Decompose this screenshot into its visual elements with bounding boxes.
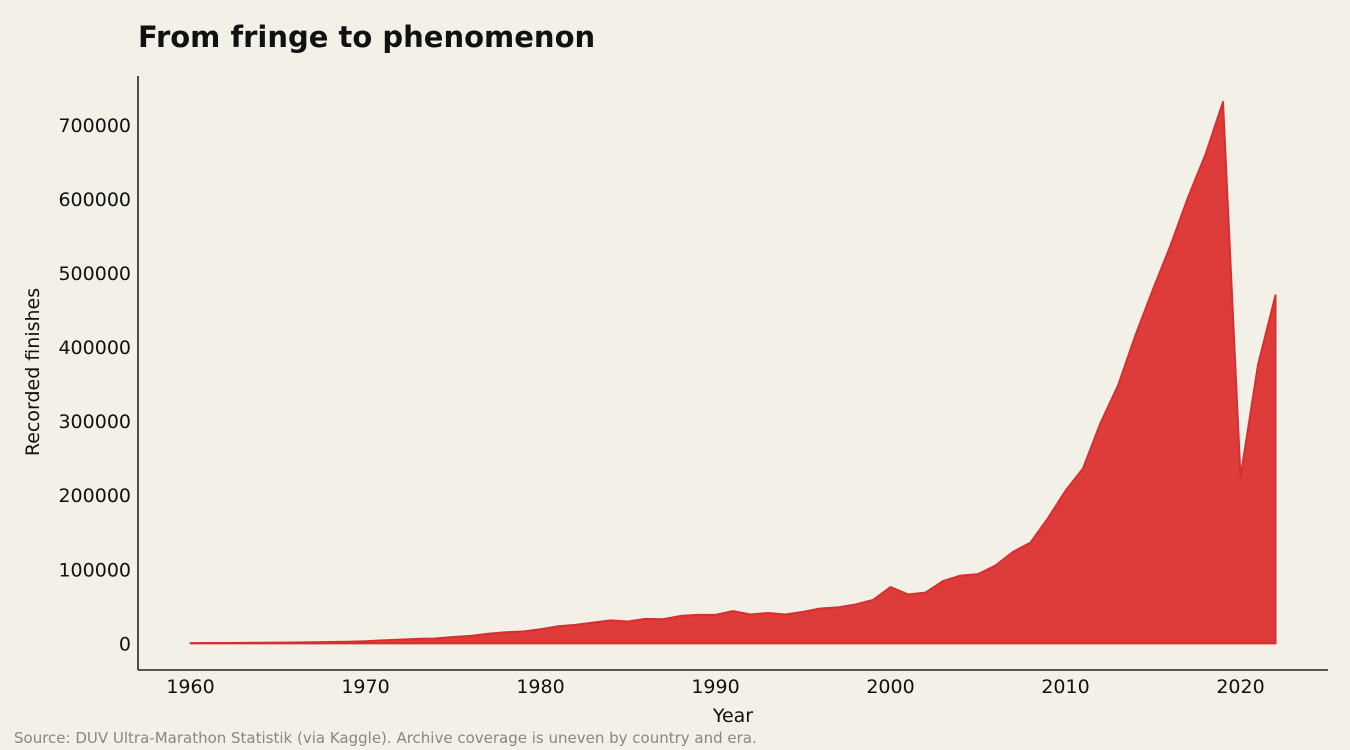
y-axis-title: Recorded finishes — [22, 288, 44, 456]
chart-title: From fringe to phenomenon — [138, 20, 595, 54]
y-tick-label: 500000 — [58, 263, 131, 285]
x-tick-label: 1980 — [516, 676, 564, 698]
y-ticks: 0 100000 200000 300000 400000 500000 600000 700… — [58, 115, 131, 655]
x-tick-label: 1960 — [166, 676, 214, 698]
x-tick-label: 2020 — [1216, 676, 1264, 698]
y-tick-label: 100000 — [58, 559, 131, 581]
y-tick-label: 200000 — [58, 485, 131, 507]
x-tick-label: 2010 — [1041, 676, 1089, 698]
x-tick-label: 1990 — [691, 676, 739, 698]
x-tick-label: 2000 — [866, 676, 914, 698]
y-tick-label: 600000 — [58, 189, 131, 211]
axes-layer — [137, 76, 1328, 671]
y-tick-label: 0 — [119, 633, 131, 655]
plot-area: 1960 1970 1980 1990 2000 2010 2020 0 100000 2000… — [58, 76, 1328, 698]
source-note: Source: DUV Ultra-Marathon Statistik (vi… — [14, 729, 757, 747]
y-tick-label: 700000 — [58, 115, 131, 137]
area-layer — [189, 100, 1277, 645]
y-tick-label: 300000 — [58, 411, 131, 433]
x-ticks: 1960 1970 1980 1990 2000 2010 2020 — [166, 676, 1264, 698]
y-tick-label: 400000 — [58, 337, 131, 359]
area-series-0 — [189, 100, 1277, 645]
x-axis-title: Year — [712, 705, 753, 727]
x-tick-label: 1970 — [341, 676, 389, 698]
